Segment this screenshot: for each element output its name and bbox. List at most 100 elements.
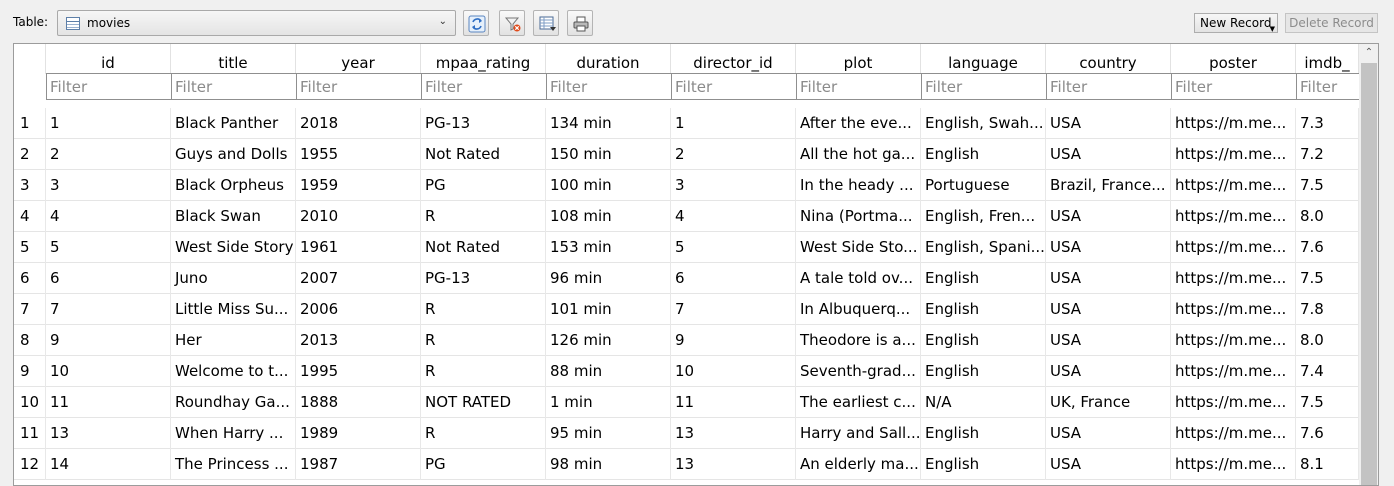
cell-mpaa_rating[interactable]: R (421, 325, 546, 356)
cell-title[interactable]: Juno (171, 263, 296, 294)
row-number[interactable]: 2 (14, 139, 46, 170)
cell-director_id[interactable]: 10 (671, 356, 796, 387)
column-header-title[interactable]: title (171, 44, 296, 74)
cell-imdb[interactable]: 7.6 (1296, 232, 1359, 263)
cell-id[interactable]: 5 (46, 232, 171, 263)
vertical-scrollbar[interactable]: ⌃ (1359, 44, 1378, 485)
cell-poster[interactable]: https://m.me... (1171, 325, 1296, 356)
filter-input-id[interactable] (47, 74, 171, 99)
cell-language[interactable]: N/A (921, 387, 1046, 418)
cell-language[interactable]: English (921, 263, 1046, 294)
cell-plot[interactable]: In Albuquerq... (796, 294, 921, 325)
cell-imdb[interactable]: 7.5 (1296, 170, 1359, 201)
cell-imdb[interactable]: 7.3 (1296, 108, 1359, 139)
cell-country[interactable]: Brazil, France... (1046, 170, 1171, 201)
table-row[interactable]: 2 2 Guys and Dolls 1955 Not Rated 150 min 2 All… (14, 139, 1359, 170)
cell-id[interactable]: 4 (46, 201, 171, 232)
row-number[interactable]: 9 (14, 356, 46, 387)
cell-mpaa_rating[interactable]: Not Rated (421, 232, 546, 263)
cell-duration[interactable]: 88 min (546, 356, 671, 387)
row-number[interactable]: 12 (14, 449, 46, 480)
column-header-imdb[interactable]: imdb_ (1296, 44, 1359, 74)
cell-title[interactable]: Black Swan (171, 201, 296, 232)
row-number[interactable]: 7 (14, 294, 46, 325)
table-row[interactable]: 11 13 When Harry ... 1989 R 95 min 13 Harry and… (14, 418, 1359, 449)
cell-year[interactable]: 1961 (296, 232, 421, 263)
row-number[interactable]: 3 (14, 170, 46, 201)
filter-input-poster[interactable] (1172, 74, 1296, 99)
cell-plot[interactable]: The earliest c... (796, 387, 921, 418)
table-row[interactable]: 1 1 Black Panther 2018 PG-13 134 min 1 After th… (14, 108, 1359, 139)
cell-year[interactable]: 2013 (296, 325, 421, 356)
cell-imdb[interactable]: 7.8 (1296, 294, 1359, 325)
cell-title[interactable]: Little Miss Su... (171, 294, 296, 325)
cell-imdb[interactable]: 8.1 (1296, 449, 1359, 480)
cell-title[interactable]: The Princess ... (171, 449, 296, 480)
cell-title[interactable]: Guys and Dolls (171, 139, 296, 170)
cell-poster[interactable]: https://m.me... (1171, 356, 1296, 387)
cell-year[interactable]: 1995 (296, 356, 421, 387)
cell-duration[interactable]: 1 min (546, 387, 671, 418)
cell-mpaa_rating[interactable]: R (421, 418, 546, 449)
scroll-up-icon[interactable]: ⌃ (1364, 47, 1374, 58)
cell-id[interactable]: 11 (46, 387, 171, 418)
cell-year[interactable]: 2018 (296, 108, 421, 139)
cell-plot[interactable]: Harry and Sall... (796, 418, 921, 449)
cell-poster[interactable]: https://m.me... (1171, 263, 1296, 294)
table-row[interactable]: 10 11 Roundhay Ga... 1888 NOT RATED 1 min 11 Th… (14, 387, 1359, 418)
cell-poster[interactable]: https://m.me... (1171, 139, 1296, 170)
row-number[interactable]: 4 (14, 201, 46, 232)
cell-plot[interactable]: West Side Sto... (796, 232, 921, 263)
cell-id[interactable]: 3 (46, 170, 171, 201)
cell-title[interactable]: Welcome to t... (171, 356, 296, 387)
cell-mpaa_rating[interactable]: R (421, 201, 546, 232)
cell-id[interactable]: 10 (46, 356, 171, 387)
cell-imdb[interactable]: 8.0 (1296, 201, 1359, 232)
cell-imdb[interactable]: 8.0 (1296, 325, 1359, 356)
cell-director_id[interactable]: 4 (671, 201, 796, 232)
table-select[interactable]: movies ⌄ (57, 10, 456, 36)
cell-duration[interactable]: 98 min (546, 449, 671, 480)
clear-filters-button[interactable] (499, 10, 525, 36)
cell-director_id[interactable]: 13 (671, 449, 796, 480)
cell-poster[interactable]: https://m.me... (1171, 108, 1296, 139)
filter-input-plot[interactable] (797, 74, 921, 99)
cell-mpaa_rating[interactable]: PG-13 (421, 263, 546, 294)
cell-language[interactable]: English (921, 418, 1046, 449)
table-row[interactable]: 4 4 Black Swan 2010 R 108 min 4 Nina (Portma...… (14, 201, 1359, 232)
cell-director_id[interactable]: 9 (671, 325, 796, 356)
cell-poster[interactable]: https://m.me... (1171, 449, 1296, 480)
cell-poster[interactable]: https://m.me... (1171, 170, 1296, 201)
cell-plot[interactable]: All the hot ga... (796, 139, 921, 170)
cell-year[interactable]: 1888 (296, 387, 421, 418)
cell-director_id[interactable]: 7 (671, 294, 796, 325)
cell-poster[interactable]: https://m.me... (1171, 201, 1296, 232)
cell-country[interactable]: USA (1046, 263, 1171, 294)
cell-director_id[interactable]: 11 (671, 387, 796, 418)
cell-language[interactable]: English (921, 356, 1046, 387)
cell-country[interactable]: USA (1046, 201, 1171, 232)
row-number[interactable]: 1 (14, 108, 46, 139)
table-row[interactable]: 12 14 The Princess ... 1987 PG 98 min 13 An eld… (14, 449, 1359, 480)
filter-input-title[interactable] (172, 74, 296, 99)
cell-year[interactable]: 2010 (296, 201, 421, 232)
cell-plot[interactable]: After the eve... (796, 108, 921, 139)
cell-director_id[interactable]: 13 (671, 418, 796, 449)
cell-year[interactable]: 2006 (296, 294, 421, 325)
row-number[interactable]: 5 (14, 232, 46, 263)
cell-id[interactable]: 2 (46, 139, 171, 170)
cell-id[interactable]: 14 (46, 449, 171, 480)
cell-imdb[interactable]: 7.4 (1296, 356, 1359, 387)
cell-year[interactable]: 2007 (296, 263, 421, 294)
cell-country[interactable]: USA (1046, 294, 1171, 325)
cell-country[interactable]: UK, France (1046, 387, 1171, 418)
cell-title[interactable]: Roundhay Ga... (171, 387, 296, 418)
cell-mpaa_rating[interactable]: Not Rated (421, 139, 546, 170)
cell-country[interactable]: USA (1046, 108, 1171, 139)
cell-duration[interactable]: 95 min (546, 418, 671, 449)
cell-mpaa_rating[interactable]: PG (421, 449, 546, 480)
column-header-poster[interactable]: poster (1171, 44, 1296, 74)
cell-language[interactable]: Portuguese (921, 170, 1046, 201)
cell-language[interactable]: English, Spani... (921, 232, 1046, 263)
cell-poster[interactable]: https://m.me... (1171, 418, 1296, 449)
